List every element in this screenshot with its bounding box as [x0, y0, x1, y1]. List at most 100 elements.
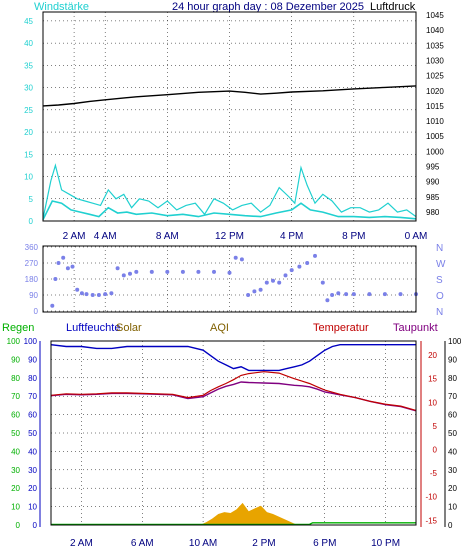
time-tick-label: 0 AM: [405, 231, 428, 242]
winddir-point: [56, 261, 61, 265]
winddir-point: [96, 293, 101, 297]
panel3-frame: [50, 340, 417, 526]
winddir-point: [233, 255, 238, 260]
temperature-tick-label: 0: [433, 446, 438, 455]
winddir-point: [277, 280, 282, 285]
humidity-tick-label: 70: [28, 392, 37, 401]
dewpoint-tick-label: 80: [448, 374, 457, 383]
pressure-tick-label: 1010: [426, 117, 444, 126]
humidity-tick-label: 40: [28, 447, 37, 456]
winddir-point: [50, 303, 55, 308]
pressure-axis-title: Luftdruck: [370, 1, 416, 13]
dewpoint-tick-label: 70: [448, 392, 457, 401]
wind-tick-label: 10: [24, 173, 33, 182]
winddir-point: [115, 266, 120, 271]
pressure-tick-label: 1005: [426, 132, 444, 141]
compass-tick-label: S: [436, 275, 443, 286]
winddir-point: [330, 293, 335, 297]
direction-tick-label: 360: [25, 243, 39, 252]
direction-tick-label: 180: [25, 275, 39, 284]
humidity-tick-label: 60: [28, 411, 37, 420]
winddir-point: [65, 266, 70, 271]
panel1-left-ticks: 0 5 10 15 20 25 30 35 40 45: [24, 17, 33, 226]
panel2-frame: [42, 245, 417, 313]
series-temperature-line: [50, 371, 417, 411]
winddir-point: [336, 291, 341, 296]
pressure-tick-label: 1045: [426, 11, 444, 20]
legend-rain: Regen: [2, 322, 34, 334]
panel3-x-ticks: 2 AM 6 AM 10 AM 2 PM 6 PM 10 PM: [70, 538, 400, 549]
panel1-right-ticks: 980 985 990 995 1000 1005 1010 1015 1020 1025 1030…: [426, 11, 444, 217]
dewpoint-tick-label: 30: [448, 466, 457, 475]
winddir-point: [264, 280, 269, 285]
winddir-point: [79, 291, 84, 296]
winddir-point: [121, 273, 126, 278]
pressure-tick-label: 1035: [426, 41, 444, 50]
humidity-tick-label: 80: [28, 374, 37, 383]
wind-tick-label: 40: [24, 39, 33, 48]
wind-tick-label: 25: [24, 106, 33, 115]
panel3-dewpoint-ticks: 0 10 20 30 40 50 60 70 80 90 100: [448, 337, 462, 530]
panel3-temperature-ticks: -15 -10 -5 0 5 10 15 20: [425, 351, 437, 525]
panel3-humidity-ticks: 0 10 20 30 40 50 60 70 80 90 100: [24, 337, 38, 530]
humidity-tick-label: 90: [28, 355, 37, 364]
wind-tick-label: 20: [24, 128, 33, 137]
winddir-point: [149, 269, 154, 274]
pressure-tick-label: 1025: [426, 72, 444, 81]
winddir-point: [90, 293, 95, 297]
compass-tick-label: N: [436, 243, 443, 254]
winddir-point: [283, 273, 288, 278]
panel1-frame: [42, 11, 417, 222]
dewpoint-tick-label: 20: [448, 484, 457, 493]
pressure-tick-label: 990: [426, 178, 440, 187]
legend-humidity: Luftfeuchte: [66, 322, 120, 334]
panel3-rain-ticks: 0 10 20 30 40 50 60 70 80 90 100: [7, 337, 21, 530]
panel1-series: [42, 85, 417, 221]
pressure-tick-label: 1015: [426, 102, 444, 111]
humidity-tick-label: 100: [24, 337, 38, 346]
wind-axis-title: Windstärke: [34, 1, 89, 13]
winddir-point: [75, 287, 80, 292]
panel1-gridlines: [43, 12, 417, 222]
series-gust-line: [42, 163, 417, 219]
winddir-point: [258, 287, 263, 292]
temperature-tick-label: 20: [428, 351, 437, 360]
time-tick-label: 6 AM: [131, 538, 154, 549]
wind-tick-label: 45: [24, 17, 33, 26]
time-tick-label: 6 PM: [313, 538, 336, 549]
direction-tick-label: 0: [34, 307, 39, 316]
humidity-tick-label: 0: [33, 521, 38, 530]
pressure-tick-label: 995: [426, 162, 440, 171]
time-tick-label: 4 PM: [280, 231, 303, 242]
dewpoint-tick-label: 60: [448, 411, 457, 420]
time-tick-label: 2 AM: [63, 231, 86, 242]
winddir-point: [344, 292, 349, 297]
compass-tick-label: W: [436, 259, 446, 270]
winddir-point: [289, 268, 294, 273]
dewpoint-tick-label: 40: [448, 447, 457, 456]
legend-temperature: Temperatur: [313, 322, 369, 334]
rain-tick-label: 80: [11, 374, 20, 383]
pressure-tick-label: 1040: [426, 26, 444, 35]
rain-tick-label: 0: [16, 521, 21, 530]
temperature-tick-label: 15: [428, 375, 437, 384]
pressure-tick-label: 1000: [426, 147, 444, 156]
compass-tick-label: N: [436, 307, 443, 318]
humidity-tick-label: 10: [28, 503, 37, 512]
panel1-x-ticks: 2 AM 4 AM 8 AM 12 PM 4 PM 8 PM 0 AM: [63, 231, 428, 242]
winddir-point: [134, 269, 139, 274]
winddir-point: [239, 257, 244, 262]
winddir-point: [382, 292, 387, 297]
wind-tick-label: 0: [29, 217, 34, 226]
pressure-tick-label: 1030: [426, 56, 444, 65]
time-tick-label: 12 PM: [215, 231, 244, 242]
rain-tick-label: 50: [11, 429, 20, 438]
legend-solar: Solar: [116, 322, 142, 334]
series-solar-area: [51, 502, 416, 525]
pressure-tick-label: 985: [426, 193, 440, 202]
winddir-point: [227, 270, 232, 275]
winddir-point: [165, 269, 170, 274]
winddir-point: [297, 264, 302, 269]
dewpoint-tick-label: 50: [448, 429, 457, 438]
winddir-point: [196, 269, 201, 274]
